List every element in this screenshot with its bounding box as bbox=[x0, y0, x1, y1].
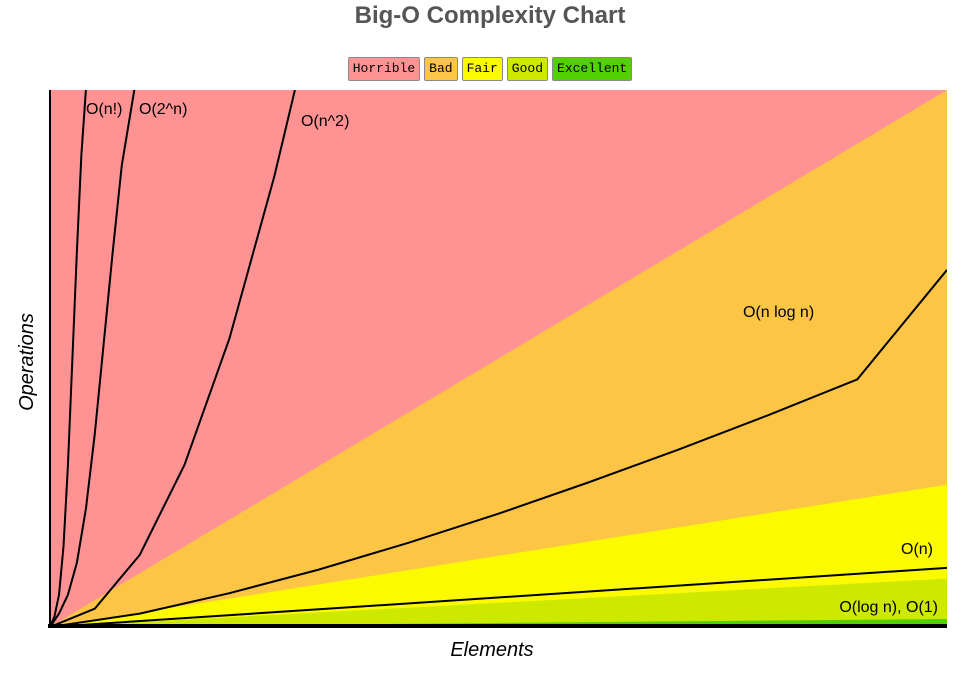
x-axis-label: Elements bbox=[450, 639, 533, 661]
regions-layer bbox=[50, 90, 947, 627]
y-axis-label: Operations bbox=[16, 313, 38, 411]
legend-item-excellent: Excellent bbox=[552, 57, 633, 81]
legend-item-bad: Bad bbox=[424, 57, 458, 81]
curve-label-o-n: O(n) bbox=[901, 541, 933, 558]
region-bad bbox=[50, 90, 947, 627]
curve-label-o-2-n: O(2^n) bbox=[139, 101, 187, 118]
curve-o-n bbox=[50, 90, 87, 627]
legend-item-horrible: Horrible bbox=[347, 57, 421, 81]
chart-title: Big-O Complexity Chart bbox=[354, 2, 626, 29]
curve-labels-layer: O(n!) O(2^n) O(n^2) O(n log n) O(n) O(log n),… bbox=[86, 101, 938, 616]
curve-o-n bbox=[50, 566, 947, 627]
curve-o-n-2 bbox=[50, 90, 296, 627]
curve-o-n-log-n bbox=[50, 269, 947, 627]
curve-label-o-log-n-o-1: O(log n), O(1) bbox=[839, 599, 938, 616]
legend-item-good: Good bbox=[506, 57, 549, 81]
curve-label-o-n: O(n!) bbox=[86, 101, 122, 118]
region-good bbox=[50, 578, 947, 627]
curve-label-o-n-log-n: O(n log n) bbox=[743, 304, 814, 321]
curve-o-2-n bbox=[50, 90, 136, 627]
curve-label-o-n-2: O(n^2) bbox=[301, 113, 349, 130]
legend-item-fair: Fair bbox=[461, 57, 503, 81]
chart-legend: Horrible Bad Fair Good Excellent bbox=[0, 57, 980, 81]
